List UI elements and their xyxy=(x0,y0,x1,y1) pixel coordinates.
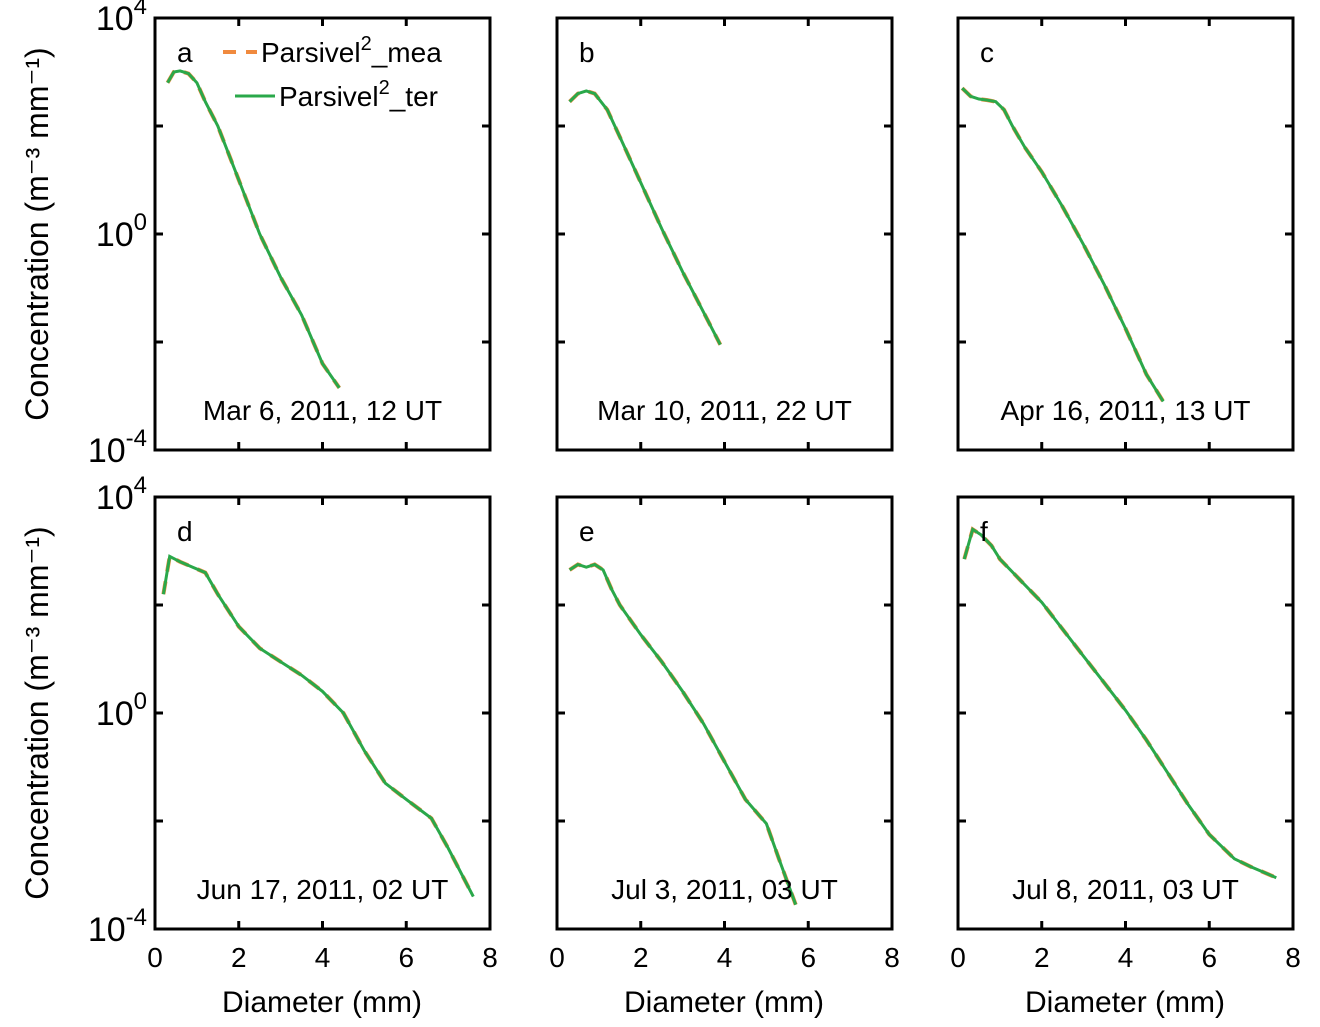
series-line-mea xyxy=(161,553,476,898)
panel-f: 0 2 4 6 8 f Jul 8, 2011, 03 UT xyxy=(950,495,1301,973)
x-axis-label: Diameter (mm) xyxy=(222,986,422,1019)
series-line-ter xyxy=(961,87,1165,403)
x-tick-label: 4 xyxy=(1118,942,1134,973)
panel-letter: d xyxy=(177,516,193,547)
series-line-ter xyxy=(568,89,722,346)
panel-letter: a xyxy=(177,37,193,68)
legend-mea-label: Parsivel2_mea xyxy=(261,33,442,68)
x-tick-label: 2 xyxy=(1034,942,1050,973)
legend-ter-label: Parsivel2_ter xyxy=(279,77,438,112)
panel-letter: f xyxy=(980,516,988,547)
date-annotation: Jul 8, 2011, 03 UT xyxy=(1012,874,1239,905)
x-tick-label: 0 xyxy=(147,942,163,973)
x-tick-label: 8 xyxy=(1285,942,1301,973)
x-tick-label: 2 xyxy=(231,942,247,973)
y-axis-label: Concentration (m⁻³ mm⁻¹) xyxy=(19,526,55,899)
panel-b: b Mar 10, 2011, 22 UT xyxy=(555,16,894,452)
x-tick-label: 8 xyxy=(884,942,900,973)
series-line-mea xyxy=(568,562,798,906)
plot-frame xyxy=(555,16,894,452)
panel-letter: e xyxy=(579,516,595,547)
x-tick-label: 6 xyxy=(800,942,816,973)
date-annotation: Mar 6, 2011, 12 UT xyxy=(203,395,442,426)
y-tick-label: 104 xyxy=(96,0,147,38)
y-tick-label: 104 xyxy=(96,472,147,517)
y-tick-label: 100 xyxy=(96,688,147,733)
date-annotation: Mar 10, 2011, 22 UT xyxy=(597,395,852,426)
x-tick-label: 2 xyxy=(633,942,649,973)
panel-d: 0 2 4 6 8 104 100 10-4 d Jun 17, 2011, 02 UT xyxy=(88,472,498,973)
y-axis-label: Concentration (m⁻³ mm⁻¹) xyxy=(19,47,55,420)
x-tick-label: 6 xyxy=(398,942,414,973)
x-axis-label: Diameter (mm) xyxy=(1025,986,1225,1019)
x-axis-label: Diameter (mm) xyxy=(624,986,824,1019)
panel-e: 0 2 4 6 8 e Jul 3, 2011, 03 UT xyxy=(549,495,900,973)
plot-frame xyxy=(956,16,1295,452)
series-line-mea xyxy=(568,88,723,346)
series-line-ter xyxy=(161,554,475,898)
panel-a: 104 100 10-4 a Mar 6, 2011, 12 UT Parsivel2_m… xyxy=(88,0,492,470)
series-line-ter xyxy=(568,562,798,906)
x-tick-label: 4 xyxy=(717,942,733,973)
x-tick-label: 0 xyxy=(549,942,565,973)
x-tick-label: 4 xyxy=(315,942,331,973)
panel-letter: c xyxy=(980,37,994,68)
plot-frame xyxy=(153,495,492,931)
series-line-ter xyxy=(166,69,341,389)
date-annotation: Jul 3, 2011, 03 UT xyxy=(611,874,838,905)
date-annotation: Jun 17, 2011, 02 UT xyxy=(197,874,449,905)
x-tick-label: 8 xyxy=(482,942,498,973)
panel-c: c Apr 16, 2011, 13 UT xyxy=(956,16,1295,452)
y-tick-label: 10-4 xyxy=(88,425,147,470)
series-line-ter xyxy=(962,527,1277,880)
x-tick-label: 0 xyxy=(950,942,966,973)
y-tick-label: 10-4 xyxy=(88,904,147,949)
date-annotation: Apr 16, 2011, 13 UT xyxy=(1000,395,1250,426)
x-tick-label: 6 xyxy=(1201,942,1217,973)
legend: Parsivel2_mea Parsivel2_ter xyxy=(223,33,442,112)
series-line-mea xyxy=(960,86,1165,403)
panel-letter: b xyxy=(579,37,595,68)
plot-frame xyxy=(555,495,894,931)
y-tick-label: 100 xyxy=(96,209,147,254)
